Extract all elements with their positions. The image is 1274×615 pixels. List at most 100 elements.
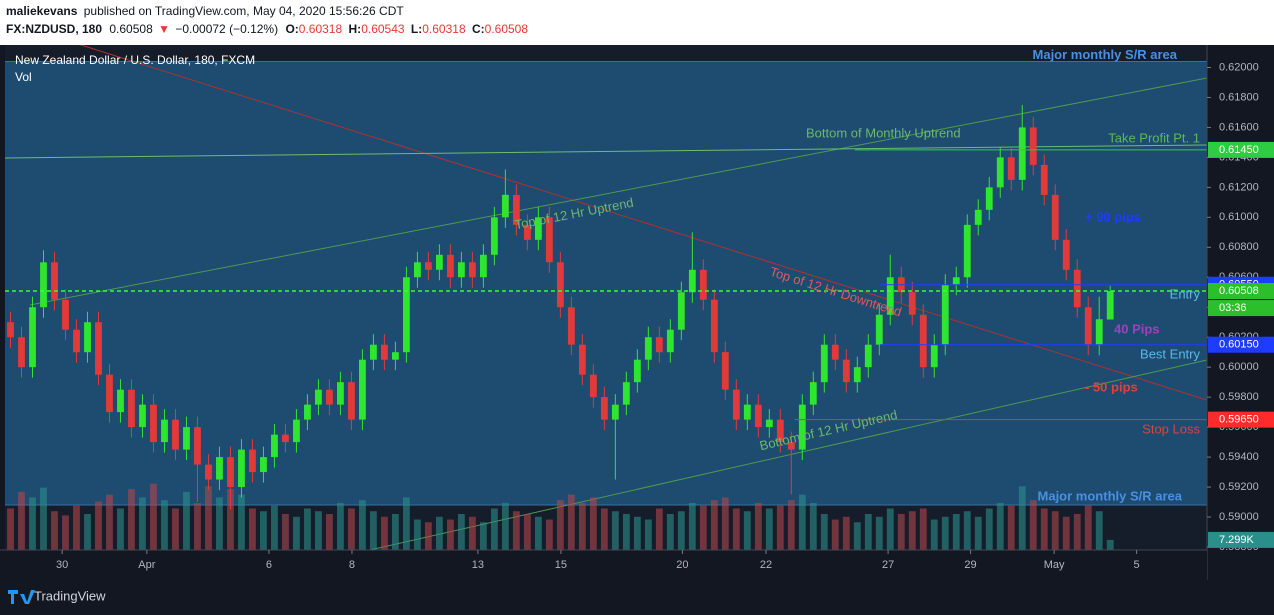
volume-bar: [73, 505, 80, 550]
candle-body: [304, 404, 311, 420]
volume-bar: [567, 494, 575, 550]
volume-bar: [40, 487, 47, 550]
candle-body: [743, 404, 751, 420]
candle-body: [468, 262, 476, 278]
candle-body: [611, 404, 619, 420]
volume-bar: [161, 500, 168, 550]
volume-bar: [337, 502, 344, 550]
volume-bar: [644, 519, 652, 550]
volume-bar: [468, 516, 476, 550]
logo: [8, 590, 35, 604]
volume-bar: [457, 514, 465, 550]
candle-body: [985, 187, 993, 210]
x-tick-label: May: [1044, 559, 1065, 571]
volume-bar: [1007, 505, 1015, 550]
volume-bar: [7, 508, 14, 550]
candle-body: [974, 209, 982, 225]
volume-bar: [732, 508, 740, 550]
level-badge: 0.59650: [1219, 414, 1259, 426]
candle-body: [7, 322, 14, 338]
symbol: FX:NZDUSD, 180: [6, 22, 102, 36]
volume-bar: [699, 505, 707, 550]
candle-body: [315, 389, 322, 405]
volume-bar: [974, 516, 982, 550]
candle-body: [139, 404, 146, 428]
candle-body: [721, 352, 729, 390]
candle-body: [238, 449, 245, 488]
volume-bar: [831, 519, 839, 550]
volume-badge-bg: [1208, 531, 1274, 548]
y-tick-label: 0.60800: [1219, 241, 1259, 253]
sr-label: Major monthly S/R area: [1033, 47, 1178, 62]
volume-bar: [501, 502, 509, 550]
y-tick-label: 0.59400: [1219, 451, 1259, 463]
level-badge-bg: [1208, 336, 1274, 353]
candle-body: [578, 344, 586, 375]
x-tick-label: 6: [266, 559, 272, 571]
candle-body: [567, 307, 575, 345]
plot: [5, 45, 1207, 550]
volume-bar: [512, 511, 520, 550]
candle-body: [293, 419, 300, 443]
volume-bar: [556, 500, 564, 550]
candle-body: [699, 269, 707, 300]
x-tick-label: 13: [472, 559, 484, 571]
volume-bar: [765, 508, 773, 550]
y-tick-label: 0.61200: [1219, 181, 1259, 193]
candle-body: [1106, 291, 1114, 320]
y-tick-label: 0.61800: [1219, 91, 1259, 103]
volume-bar: [172, 508, 179, 550]
volume-bar: [293, 516, 300, 550]
candle-body: [117, 389, 124, 413]
volume-bar: [798, 494, 806, 550]
trend-line: [369, 359, 1207, 550]
volume-bar: [18, 491, 25, 550]
volume-bar: [348, 508, 355, 550]
level-text: Take Profit Pt. 1: [1108, 130, 1200, 145]
candle-body: [183, 427, 190, 450]
candle-body: [1062, 239, 1070, 270]
countdown-bg: [1208, 300, 1274, 317]
level-badge-bg: [1208, 411, 1274, 428]
candle-body: [18, 337, 25, 368]
candle-body: [842, 359, 850, 383]
candle-body: [337, 382, 344, 405]
x-tick-label: 5: [1134, 559, 1140, 571]
candle-body: [589, 374, 597, 398]
candle-body: [930, 344, 938, 368]
volume-bar: [227, 489, 234, 550]
header-line-2: FX:NZDUSD, 180 0.60508 ▼ −0.00072 (−0.12…: [6, 22, 528, 36]
candle-body: [380, 344, 388, 360]
candle-body: [29, 307, 36, 368]
volume-bar: [479, 522, 487, 550]
y-tick-label: 0.61600: [1219, 121, 1259, 133]
published: published on TradingView.com, May 04, 20…: [84, 4, 405, 18]
trend-label: Bottom of Monthly Uptrend: [806, 125, 961, 140]
candle-body: [996, 157, 1004, 188]
volume-bar: [282, 514, 289, 550]
candle-body: [172, 419, 179, 450]
level-badge-bg: [1208, 141, 1274, 158]
volume-bar: [985, 508, 993, 550]
volume-bar: [95, 501, 102, 550]
candle-body: [326, 389, 333, 405]
ohlc-value: 0.60318: [422, 22, 466, 36]
candle-body: [963, 224, 971, 278]
volume-bar: [952, 514, 960, 550]
volume-bar: [919, 508, 927, 550]
level-text: Stop Loss: [1142, 421, 1200, 436]
x-tick-label: 27: [882, 559, 894, 571]
volume-bar: [776, 505, 784, 550]
volume-bar: [754, 502, 762, 550]
volume-bar: [238, 494, 245, 550]
candle-body: [359, 359, 366, 420]
candle-body: [798, 404, 806, 450]
ohlc-label: O:: [285, 22, 298, 36]
candle-body: [490, 217, 498, 255]
candle-body: [282, 434, 289, 443]
candle-body: [864, 344, 872, 368]
candle-body: [809, 382, 817, 405]
candle-body: [128, 389, 135, 428]
volume-bar: [1062, 516, 1070, 550]
